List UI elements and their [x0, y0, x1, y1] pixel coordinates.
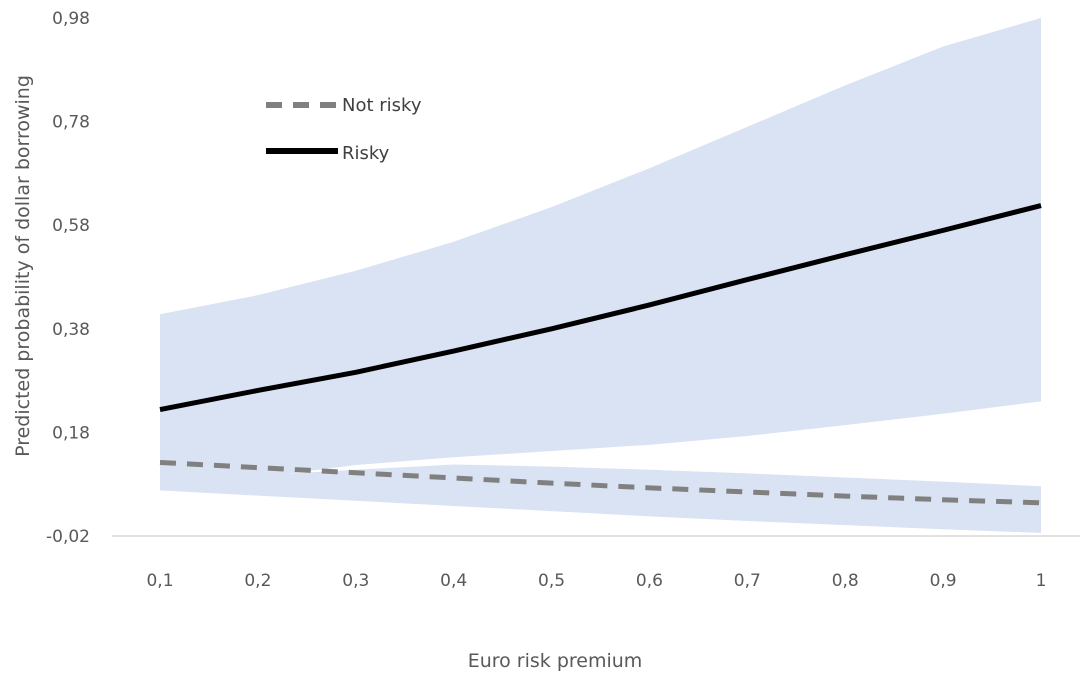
y-axis-title: Predicted probability of dollar borrowin… [12, 75, 34, 457]
y-tick-label: -0,02 [46, 527, 90, 547]
confidence-band-not-risky [160, 464, 1041, 533]
y-tick-label: 0,38 [52, 320, 90, 340]
x-axis-title: Euro risk premium [468, 650, 643, 672]
x-tick-label: 0,7 [734, 571, 761, 591]
x-tick-label: 0,1 [146, 571, 173, 591]
x-tick-label: 0,6 [636, 571, 663, 591]
x-tick-label: 0,9 [930, 571, 957, 591]
x-tick-label: 1 [1036, 571, 1047, 591]
series-lines [159, 203, 1042, 506]
x-tick-label: 0,8 [832, 571, 859, 591]
x-tick-label: 0,2 [244, 571, 271, 591]
x-tick-label: 0,4 [440, 571, 467, 591]
x-tick-label: 0,5 [538, 571, 565, 591]
y-axis-ticks: -0,02 0,18 0,38 0,58 0,78 0,98 [46, 9, 90, 547]
x-tick-label: 0,3 [342, 571, 369, 591]
series-line-risky [159, 203, 1042, 413]
y-tick-label: 0,18 [52, 423, 90, 443]
legend-label-not-risky: Not risky [342, 95, 422, 116]
legend: Not risky Risky [266, 95, 422, 164]
y-tick-label: 0,58 [52, 216, 90, 236]
y-tick-label: 0,78 [52, 113, 90, 133]
x-axis-ticks: 0,1 0,2 0,3 0,4 0,5 0,6 0,7 0,8 0,9 1 [146, 571, 1046, 591]
y-tick-label: 0,98 [52, 9, 90, 29]
legend-label-risky: Risky [342, 143, 390, 164]
series-line-not-risky [159, 459, 1042, 506]
confidence-band-risky [160, 18, 1041, 491]
confidence-bands [160, 18, 1041, 533]
